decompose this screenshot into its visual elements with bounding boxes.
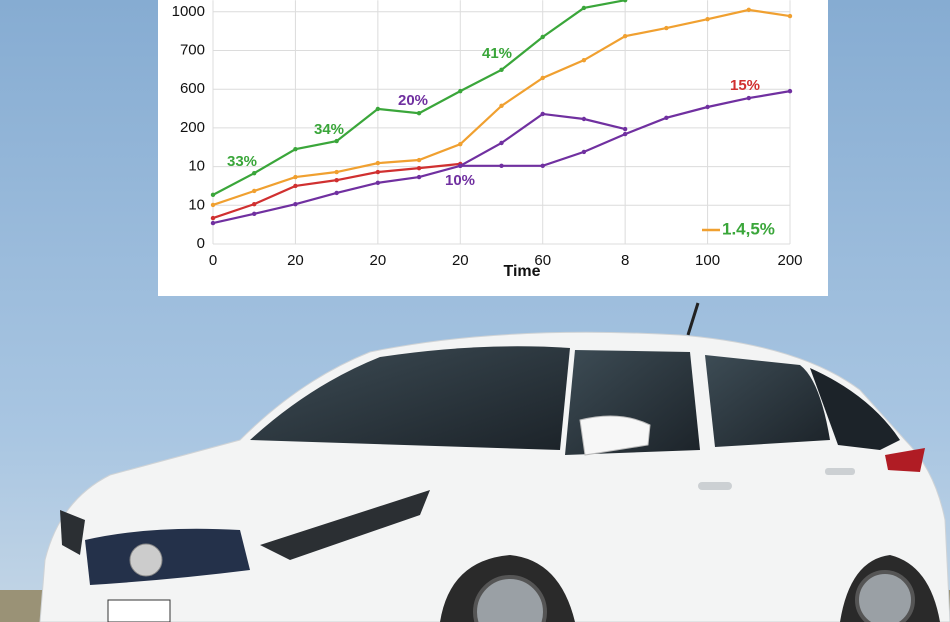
- data-point: [581, 116, 587, 122]
- data-point: [293, 183, 298, 189]
- data-point: [334, 138, 339, 144]
- annotation: 41%: [482, 45, 512, 62]
- x-tick-label: 20: [452, 252, 469, 269]
- chart: 0 10 10 200 600 700 1000 0 20 20 20 60 8 100 200 33% 34%…: [172, 0, 803, 269]
- car: [39, 302, 950, 622]
- data-point: [210, 220, 216, 226]
- data-point: [540, 34, 545, 40]
- data-point: [293, 174, 298, 180]
- x-tick-label: 0: [209, 252, 217, 269]
- data-point: [622, 126, 628, 132]
- data-point: [664, 25, 669, 31]
- data-point: [540, 111, 545, 117]
- annotation: 20%: [398, 92, 428, 109]
- y-tick-label: 1000: [172, 3, 205, 20]
- legend-label: 1.4,5%: [722, 219, 775, 238]
- data-point: [416, 110, 422, 116]
- data-point: [622, 33, 628, 39]
- data-point: [540, 163, 545, 169]
- data-point: [581, 5, 587, 11]
- data-point: [746, 95, 751, 101]
- y-tick-label: 0: [197, 235, 205, 252]
- data-point: [581, 57, 587, 63]
- data-point: [705, 16, 710, 22]
- data-point: [458, 163, 463, 169]
- data-point: [416, 165, 422, 171]
- data-point: [293, 146, 298, 152]
- y-tick-label: 10: [188, 196, 205, 213]
- data-point: [787, 13, 793, 19]
- x-tick-label: 20: [370, 252, 387, 269]
- data-point: [458, 141, 463, 147]
- annotation: 15%: [730, 77, 760, 94]
- data-point: [581, 149, 587, 155]
- y-tick-label: 200: [180, 119, 205, 136]
- data-point: [746, 7, 751, 13]
- data-point: [622, 0, 628, 3]
- data-point: [499, 163, 504, 169]
- data-point: [252, 170, 257, 176]
- x-tick-label: 100: [695, 252, 720, 269]
- x-axis-label: Time: [503, 263, 540, 280]
- data-point: [293, 201, 298, 207]
- data-point: [252, 201, 257, 207]
- y-tick-label: 600: [180, 80, 205, 97]
- x-tick-label: 60: [534, 252, 551, 269]
- data-point: [787, 88, 793, 94]
- data-point: [375, 160, 381, 166]
- data-point: [622, 131, 628, 137]
- data-point: [252, 211, 257, 217]
- data-point: [540, 75, 545, 81]
- data-point: [375, 106, 381, 112]
- annotation: 10%: [445, 172, 475, 189]
- data-point: [334, 177, 339, 183]
- data-point: [334, 190, 339, 196]
- data-point: [210, 215, 216, 221]
- annotation: 33%: [227, 153, 257, 170]
- data-point: [334, 169, 339, 175]
- data-point: [210, 192, 216, 198]
- data-point: [664, 115, 669, 121]
- data-point: [210, 202, 216, 208]
- data-point: [375, 169, 381, 175]
- x-tick-label: 200: [777, 252, 802, 269]
- data-point: [375, 180, 381, 186]
- y-tick-label: 10: [188, 158, 205, 175]
- data-point: [499, 67, 504, 73]
- data-point: [499, 140, 504, 146]
- y-tick-label: 700: [180, 41, 205, 58]
- data-point: [416, 157, 422, 163]
- data-point: [499, 103, 504, 109]
- annotation: 34%: [314, 121, 344, 138]
- x-tick-label: 20: [287, 252, 304, 269]
- data-point: [705, 104, 710, 110]
- data-point: [416, 174, 422, 180]
- data-point: [252, 188, 257, 194]
- data-point: [458, 88, 463, 94]
- x-tick-label: 8: [621, 252, 629, 269]
